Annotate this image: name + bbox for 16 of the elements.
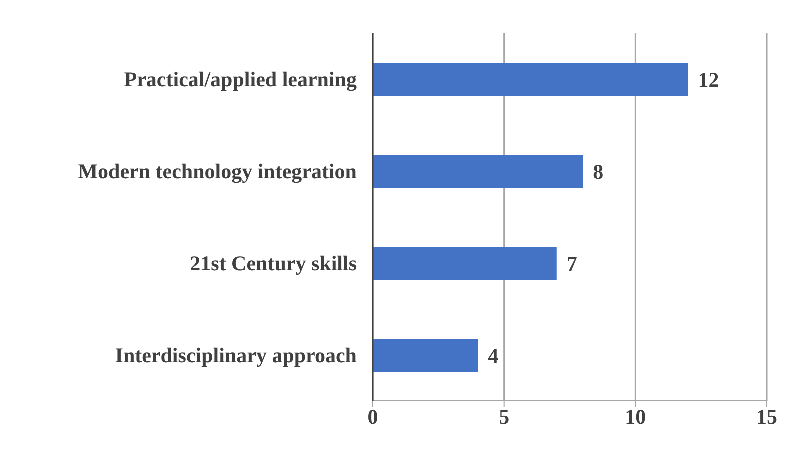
data-label: 7 xyxy=(566,252,578,276)
bar xyxy=(373,63,688,96)
bar xyxy=(373,155,584,188)
bar xyxy=(373,247,557,280)
x-tick-label: 0 xyxy=(368,404,378,429)
x-tick-label: 10 xyxy=(625,404,646,429)
y-tick-label: Modern technology integration xyxy=(78,159,358,184)
data-label: 12 xyxy=(698,68,720,92)
y-tick-label: Practical/applied learning xyxy=(124,67,358,92)
x-tick-label: 5 xyxy=(499,404,510,429)
data-label: 8 xyxy=(593,160,604,184)
bar xyxy=(373,339,478,372)
data-label: 4 xyxy=(488,344,500,368)
y-tick-label: Interdisciplinary approach xyxy=(115,343,358,368)
x-tick-label: 15 xyxy=(756,404,778,429)
y-tick-label: 21st Century skills xyxy=(190,251,357,276)
